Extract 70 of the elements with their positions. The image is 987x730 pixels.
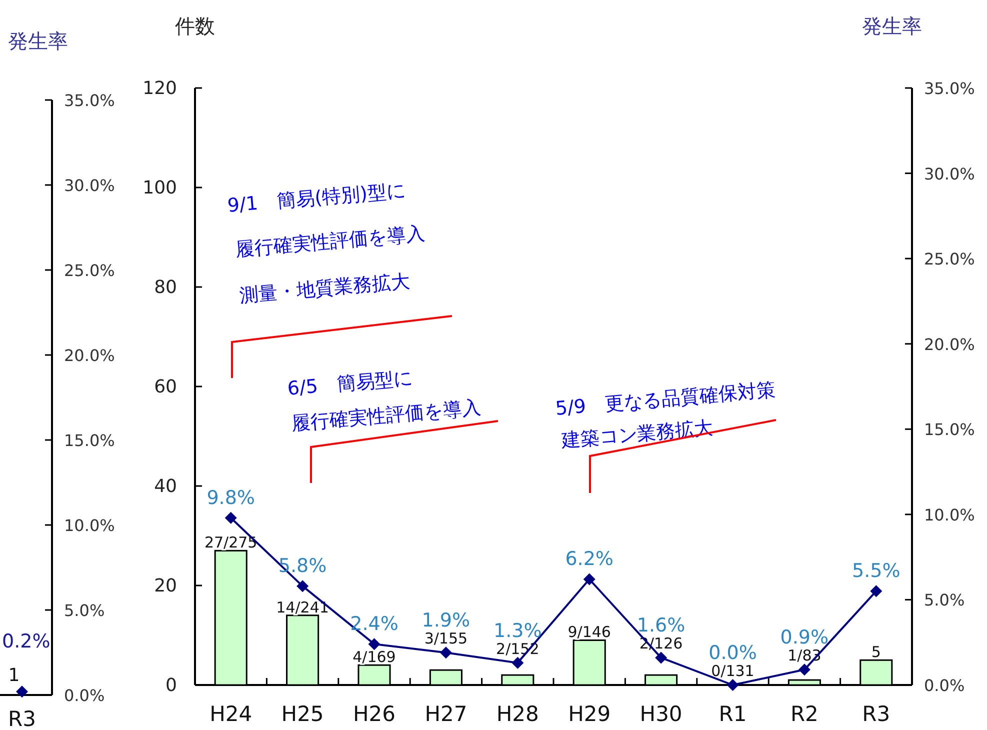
data-label: 9/146 [568, 623, 611, 642]
x-tick-label: H26 [352, 702, 396, 726]
y-tick-label: 80 [154, 277, 177, 298]
y2-tick-label: 25.0% [924, 250, 975, 269]
y2-tick-label: 10.0% [64, 516, 115, 535]
data-label: 6.2% [565, 548, 614, 570]
annotation: 1 [8, 665, 20, 686]
y-tick-label: 100 [142, 178, 177, 198]
x-tick-label: H24 [210, 702, 252, 726]
x-tick-label: R3 [8, 707, 36, 730]
y-tick-label: 20 [154, 576, 177, 596]
x-tick-label: H28 [496, 702, 539, 726]
data-label: 14/241 [276, 598, 329, 616]
point [440, 646, 452, 659]
point [726, 679, 739, 691]
y2-tick-label: 5.0% [924, 590, 965, 610]
y2-tick-label: 15.0% [64, 431, 115, 450]
y-tick-label: 40 [154, 476, 177, 497]
y2-tick-label: 30.0% [924, 164, 975, 184]
annotation: 5/9 更なる品質確保対策 [554, 378, 776, 420]
annotation: 測量・地質業務拡大 [238, 270, 411, 307]
y-tick-label: 60 [154, 376, 177, 398]
point [798, 664, 810, 676]
data-label: 0.0% [708, 642, 757, 664]
x-tick-label: H25 [281, 702, 324, 726]
point [512, 656, 524, 669]
y2-axis-title: 発生率 [862, 14, 922, 38]
data-label: 9.8% [206, 486, 255, 509]
data-label: 4/169 [352, 648, 396, 666]
y2-tick-label: 30.0% [64, 176, 115, 195]
y-tick-label: 0 [166, 675, 177, 696]
y-axis-title: 件数 [175, 14, 215, 38]
x-tick-label: R1 [718, 702, 747, 726]
x-tick-label: H29 [568, 702, 611, 726]
point [224, 512, 237, 524]
annotation: 履行確実性評価を導入 [234, 222, 426, 261]
y2-tick-label: 0.0% [924, 676, 965, 695]
y2-tick-label: 5.0% [64, 601, 105, 620]
data-label: 1.9% [422, 610, 470, 632]
y2-tick-label: 25.0% [64, 261, 115, 280]
x-tick-label: H27 [424, 702, 468, 726]
data-label: 1.6% [636, 614, 686, 637]
annotation: 9/1 簡易(特別)型に [226, 180, 406, 217]
data-label: 1.3% [494, 620, 542, 642]
data-label: 3/155 [424, 630, 468, 648]
point [583, 573, 596, 586]
data-label: 5.5% [852, 560, 900, 582]
y2-tick-label: 10.0% [924, 505, 975, 524]
y2-tick-label: 20.0% [64, 346, 115, 365]
y2-tick-label: 20.0% [924, 334, 975, 354]
y2-tick-label: 35.0% [64, 91, 115, 110]
y2-tick-label: 0.0% [64, 686, 105, 705]
x-tick-label: R2 [790, 702, 818, 726]
point [368, 638, 380, 650]
data-label: 2.4% [350, 613, 398, 636]
y2-tick-label: 35.0% [924, 79, 975, 98]
data-label: 5.8% [278, 555, 327, 578]
x-tick-label: R3 [862, 702, 890, 726]
point [870, 585, 882, 598]
point [296, 580, 309, 592]
data-label: 0/131 [711, 662, 754, 680]
x-tick-label: H30 [640, 702, 682, 726]
data-label: 5 [871, 643, 881, 662]
data-label: 0.9% [780, 626, 829, 649]
point [655, 652, 668, 664]
y-tick-label: 120 [142, 78, 177, 99]
data-label: 27/275 [204, 534, 258, 552]
y2-axis-title: 発生率 [8, 29, 68, 53]
y2-tick-label: 15.0% [924, 420, 975, 440]
data-label: 0.2% [2, 630, 50, 653]
